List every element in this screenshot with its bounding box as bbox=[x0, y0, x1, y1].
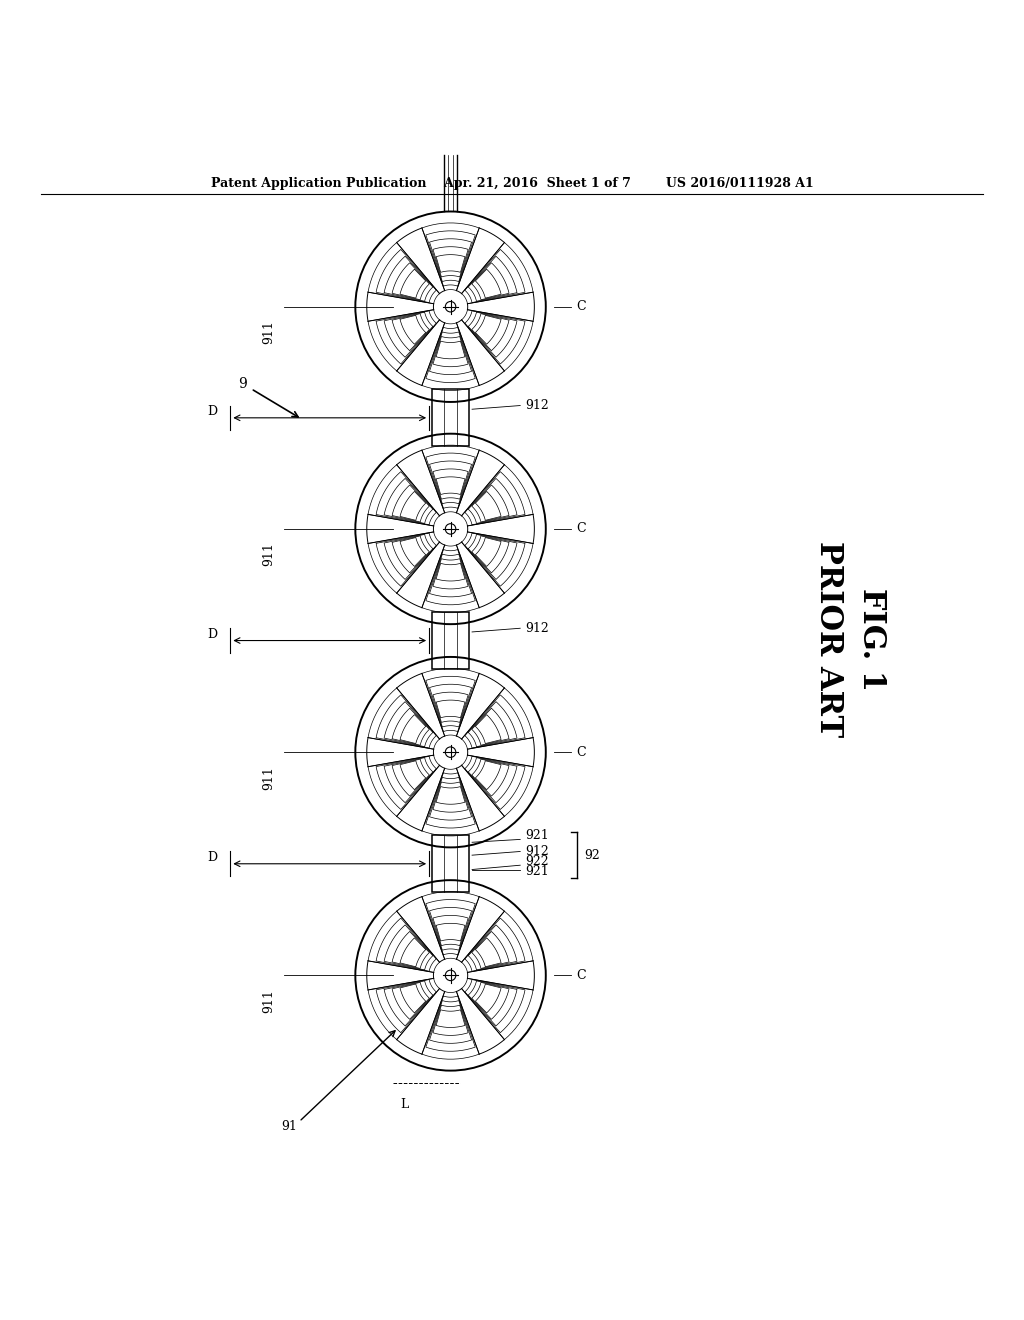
Text: 9: 9 bbox=[239, 376, 247, 391]
Text: FIG. 1
PRIOR ART: FIG. 1 PRIOR ART bbox=[813, 541, 887, 738]
Text: 911: 911 bbox=[262, 321, 274, 345]
Text: C: C bbox=[577, 523, 586, 536]
Text: C: C bbox=[577, 746, 586, 759]
Text: D: D bbox=[207, 851, 217, 865]
Bar bbox=[432, 836, 469, 892]
Text: 912: 912 bbox=[525, 622, 549, 635]
Text: C: C bbox=[577, 969, 586, 982]
Text: D: D bbox=[207, 628, 217, 642]
Text: D: D bbox=[207, 405, 217, 418]
Bar bbox=[432, 389, 469, 446]
Text: 911: 911 bbox=[262, 543, 274, 566]
Text: 912: 912 bbox=[525, 399, 549, 412]
Text: 92: 92 bbox=[585, 849, 600, 862]
Text: C: C bbox=[577, 300, 586, 313]
Text: 911: 911 bbox=[262, 989, 274, 1012]
Text: 921: 921 bbox=[525, 829, 549, 842]
Bar bbox=[432, 612, 469, 669]
Text: L: L bbox=[400, 1098, 409, 1111]
Text: Patent Application Publication    Apr. 21, 2016  Sheet 1 of 7        US 2016/011: Patent Application Publication Apr. 21, … bbox=[211, 177, 813, 190]
Text: 922: 922 bbox=[525, 855, 549, 869]
Text: 912: 912 bbox=[525, 845, 549, 858]
Text: 921: 921 bbox=[525, 865, 549, 878]
Text: 91: 91 bbox=[281, 1121, 297, 1134]
Text: 911: 911 bbox=[262, 766, 274, 789]
